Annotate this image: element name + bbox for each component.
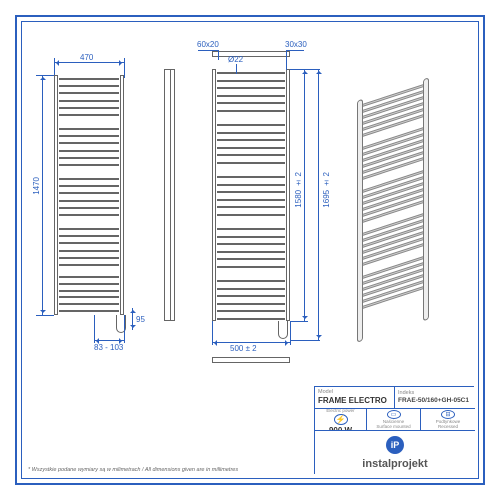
dim-1695-label: 1695 ± 2 — [322, 172, 331, 208]
leader — [286, 50, 304, 51]
tb-power-label: Moc elektryczna / Electric power — [318, 409, 363, 414]
dim-470 — [54, 62, 124, 63]
leader — [286, 50, 287, 70]
dim-83-103-label: 83 - 103 — [94, 343, 123, 352]
dim-60x20: 60x20 — [197, 40, 219, 49]
dim-95-label: 95 — [136, 315, 145, 324]
front-view-1 — [54, 75, 124, 315]
tb-model: FRAME ELECTRO — [318, 396, 391, 405]
bar-group — [59, 178, 119, 216]
dim-1470-label: 1470 — [32, 177, 41, 195]
dim-1580-label: 1580 ± 2 — [294, 172, 303, 208]
drawing-frame: 470 — [15, 15, 485, 485]
dim-1580 — [304, 69, 305, 321]
iso-bars — [360, 83, 426, 309]
tb-index: FRAE-50/160+GH-05C1 — [398, 397, 472, 404]
bar-group — [217, 176, 285, 216]
bars — [217, 72, 285, 318]
tb-model-cell: Model FRAME ELECTRO — [315, 387, 395, 408]
tb-conn-cell-1: ▭ NaścienneSurface mounted — [367, 409, 421, 430]
tb-row-1: Model FRAME ELECTRO Indeks FRAE-50/160+G… — [315, 387, 475, 409]
leader — [236, 64, 237, 74]
dim-1470 — [42, 75, 43, 315]
connection-icon: ▭ — [387, 410, 401, 419]
tb-logo-cell: iP instalprojekt — [315, 431, 475, 475]
tb-index-cell: Indeks FRAE-50/160+GH-05C1 — [395, 387, 475, 408]
dim-1695 — [318, 69, 319, 340]
tb-power: 900 W — [329, 426, 352, 431]
dim-500-label: 500 ± 2 — [230, 344, 257, 353]
bottom-profile — [212, 357, 290, 363]
dim-phi22: Ø22 — [228, 55, 243, 64]
footnote: * Wszystkie podane wymiary są w milimetr… — [28, 467, 238, 473]
inner-frame: 470 — [21, 21, 479, 479]
bar-group — [217, 72, 285, 112]
iso-rail-r — [423, 77, 429, 321]
side-view — [164, 69, 171, 321]
title-block: Model FRAME ELECTRO Indeks FRAE-50/160+G… — [314, 386, 474, 474]
top-profile — [212, 51, 290, 57]
rail-left — [212, 69, 216, 321]
electric-icon: ⚡ — [334, 414, 348, 425]
bar-group — [59, 276, 119, 312]
recessed-icon: ⊟ — [441, 410, 455, 419]
front-view-2 — [212, 69, 290, 321]
dim-95 — [132, 308, 133, 330]
logo-text: instalprojekt — [362, 458, 427, 470]
leader — [198, 50, 218, 51]
logo-icon: iP — [386, 436, 404, 454]
bars — [59, 78, 119, 312]
tb-conn-cell-2: ⊟ PodtynkoweRecessed — [421, 409, 475, 430]
bar-group — [217, 280, 285, 320]
side-view-2 — [171, 69, 175, 321]
iso-view — [360, 83, 426, 312]
cable-gland-2 — [278, 321, 288, 339]
tb-row-2: Moc elektryczna / Electric power ⚡ 900 W… — [315, 409, 475, 431]
rail-left — [54, 75, 58, 315]
bar-group — [59, 78, 119, 116]
dim-30x30: 30x30 — [285, 40, 307, 49]
dim-83-103 — [94, 340, 124, 341]
rail-right — [286, 69, 290, 321]
bar-group — [59, 128, 119, 166]
rail-right — [120, 75, 124, 315]
bar-group — [217, 124, 285, 164]
leader — [218, 50, 219, 60]
bar-group — [217, 228, 285, 268]
logo-short: iP — [391, 440, 400, 450]
bar-group — [59, 228, 119, 266]
dim-470-label: 470 — [80, 53, 93, 62]
iso-rail-l — [357, 99, 363, 343]
tb-power-cell: Moc elektryczna / Electric power ⚡ 900 W — [315, 409, 367, 430]
dim-500 — [212, 342, 290, 343]
tb-row-3: iP instalprojekt — [315, 431, 475, 475]
